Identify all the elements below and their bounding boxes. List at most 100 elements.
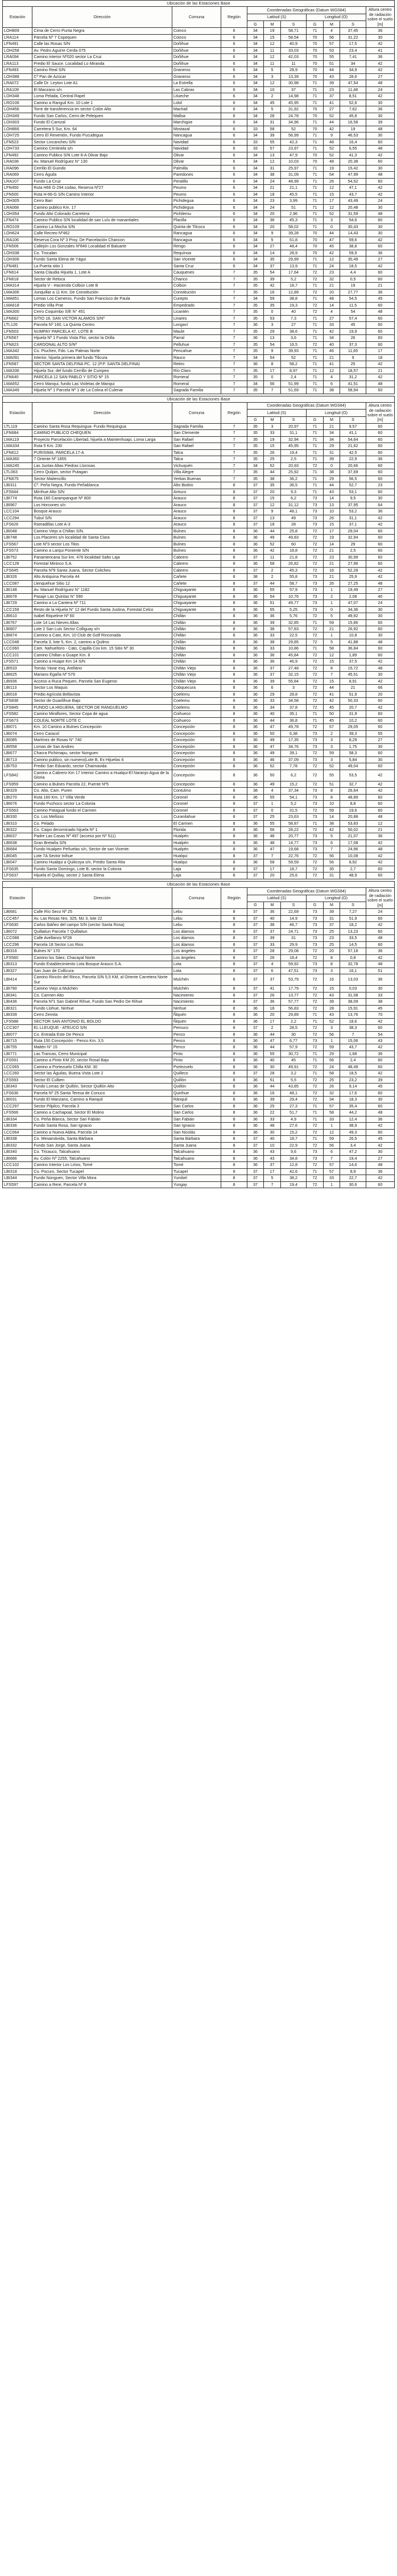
cell-altura: 48 bbox=[365, 308, 395, 316]
cell-region: 8 bbox=[221, 1148, 247, 1156]
cell-lat-g: 36 bbox=[246, 710, 264, 718]
cell-estacion: LFN500 bbox=[2, 191, 33, 199]
cell-lat-g: 34 bbox=[246, 67, 264, 74]
cell-estacion: LFS645 bbox=[2, 567, 33, 574]
cell-lon-g: 72 bbox=[306, 341, 324, 349]
column-header-lon-m: M bbox=[322, 416, 341, 424]
cell-lon-m: 1 bbox=[322, 632, 341, 639]
cell-comuna: Mulchén bbox=[171, 985, 222, 993]
cell-altura: 60 bbox=[365, 807, 395, 814]
cell-lon-m: 3 bbox=[322, 1024, 341, 1032]
cell-lat-s: 19,3 bbox=[280, 301, 307, 309]
cell-altura: 60 bbox=[365, 625, 395, 633]
table-row: LBI686 Av. Colón Nº 2255, Talcahuano Talca… bbox=[2, 1155, 395, 1163]
cell-comuna: Penco bbox=[171, 1031, 222, 1039]
cell-region: 7 bbox=[221, 475, 247, 483]
cell-region: 8 bbox=[221, 710, 247, 718]
cell-lon-m: 45 bbox=[322, 717, 341, 725]
cell-lat-g: 36 bbox=[246, 820, 264, 828]
column-header-lat-m: M bbox=[263, 416, 281, 424]
cell-lat-s: 32,15 bbox=[280, 671, 307, 679]
cell-lon-g: 70 bbox=[306, 53, 324, 61]
cell-lon-m: 43 bbox=[322, 991, 341, 999]
table-row: LMA652 Cerro Manqui, fundo Las Violetas d… bbox=[2, 380, 395, 388]
cell-altura: 33 bbox=[365, 991, 395, 999]
cell-lat-s: 38,2 bbox=[280, 1175, 307, 1182]
cell-lon-m: 32 bbox=[322, 275, 341, 283]
cell-altura: 60 bbox=[365, 928, 395, 936]
cell-lat-s: 48,1 bbox=[280, 1089, 307, 1097]
cell-lon-m: 0 bbox=[322, 223, 341, 231]
column-header-longitud: Longitud (O) bbox=[306, 13, 366, 22]
cell-lon-m: 58 bbox=[322, 1109, 341, 1117]
cell-lat-m: 55 bbox=[263, 820, 281, 828]
cell-lat-m: 0 bbox=[263, 308, 281, 316]
cell-lat-m: 54 bbox=[263, 341, 281, 349]
table-row: LMA306 Junquillar a 11 Km. De Constitució… bbox=[2, 288, 395, 296]
table-row: LRA096 Cerrillo El Guindo Palmilla 6 34 31 25,… bbox=[2, 164, 395, 172]
cell-altura: 27 bbox=[365, 586, 395, 594]
cell-lon-g: 73 bbox=[306, 1037, 324, 1045]
cell-lon-s: 37,95 bbox=[340, 501, 366, 509]
cell-lon-g: 71 bbox=[306, 820, 324, 828]
cell-altura: 30 bbox=[365, 204, 395, 212]
cell-lat-s: 7,78 bbox=[280, 763, 307, 770]
cell-lon-g: 72 bbox=[306, 1063, 324, 1071]
cell-lat-s: 58,02 bbox=[280, 223, 307, 231]
cell-lat-s: 5,2 bbox=[280, 800, 307, 808]
cell-direccion: Santa Claudia Hijuela 1, Lote A bbox=[32, 269, 172, 276]
cell-lat-m: 48 bbox=[263, 839, 281, 847]
cell-lon-s: 8,51 bbox=[340, 93, 366, 100]
cell-lon-s: 48,9 bbox=[340, 872, 366, 879]
table-row: LFS582 Camino Miraflores, Sector Copa de … bbox=[2, 710, 395, 718]
cell-lat-g: 36 bbox=[246, 690, 264, 698]
cell-region: 8 bbox=[221, 807, 247, 814]
cell-comuna: Bulnes bbox=[171, 534, 222, 541]
cell-lon-s: 48,49 bbox=[340, 1063, 366, 1071]
cell-lon-s: 30,43 bbox=[340, 223, 366, 231]
table-row: LTL063 Cerro Quilpin, sector Putagan Villa… bbox=[2, 469, 395, 476]
cell-lon-s: 26,64 bbox=[340, 787, 366, 795]
cell-region: 7 bbox=[221, 341, 247, 349]
cell-direccion: Parcela Nº9 Santa Juana, Sector Colicheu bbox=[32, 567, 172, 574]
cell-lon-g: 70 bbox=[306, 151, 324, 159]
cell-estacion: LFS593 bbox=[2, 1076, 33, 1084]
cell-lon-m: 0 bbox=[322, 462, 341, 470]
cell-region: 8 bbox=[221, 586, 247, 594]
cell-altura: 60 bbox=[365, 334, 395, 342]
cell-comuna: Malloa bbox=[171, 112, 222, 120]
cell-lon-m: 31 bbox=[322, 915, 341, 923]
cell-direccion: Loma Pelada, Central Rapel bbox=[32, 93, 172, 100]
table-row: LBI330 Co. Los Mellizos Curanilahue 8 37 25 23… bbox=[2, 813, 395, 821]
cell-altura: 21 bbox=[365, 826, 395, 834]
cell-region: 6 bbox=[221, 53, 247, 61]
cell-lat-s: 23,63 bbox=[280, 813, 307, 821]
cell-lon-g: 72 bbox=[306, 1044, 324, 1051]
cell-direccion: La Puerta sitio 1 bbox=[32, 262, 172, 270]
cell-region: 6 bbox=[221, 132, 247, 139]
column-header-lat-g: G bbox=[246, 20, 264, 28]
table-row: LOH349 Fundo San Carlos, Cerro de Peleque… bbox=[2, 112, 395, 120]
cell-altura: 30 bbox=[365, 112, 395, 120]
cell-estacion: LBI874 bbox=[2, 632, 33, 639]
cell-estacion: LFS635 bbox=[2, 865, 33, 873]
cell-lat-m: 49 bbox=[263, 737, 281, 744]
cell-lon-g: 71 bbox=[306, 1057, 324, 1064]
cell-region: 7 bbox=[221, 282, 247, 290]
cell-lon-m: 4 bbox=[322, 308, 341, 316]
table-row: LBI752 Panamericana Sur km. 476 localidad… bbox=[2, 553, 395, 561]
cell-lon-s: 34,9 bbox=[340, 67, 366, 74]
cell-altura: 60 bbox=[365, 651, 395, 659]
cell-direccion: Sector Los Maquis bbox=[32, 684, 172, 692]
cell-direccion: COLEAL NORTE LOTE C bbox=[32, 717, 172, 725]
cell-direccion: Las Trancas, Cerro Municipal bbox=[32, 1050, 172, 1058]
cell-lat-m: 12 bbox=[263, 501, 281, 509]
table-row: LBI077 Co. Entrada Este De Penco Penco 8 36 4… bbox=[2, 1031, 395, 1039]
cell-lat-g: 36 bbox=[246, 645, 264, 652]
cell-altura: 60 bbox=[365, 1063, 395, 1071]
cell-lat-m: 9 bbox=[263, 230, 281, 237]
cell-comuna: Bulnes bbox=[171, 540, 222, 548]
cell-region: 6 bbox=[221, 138, 247, 146]
table-row: LFS959 Camino a Bulnes Parcela 22, Puente… bbox=[2, 780, 395, 788]
cell-lat-g: 37 bbox=[246, 908, 264, 916]
